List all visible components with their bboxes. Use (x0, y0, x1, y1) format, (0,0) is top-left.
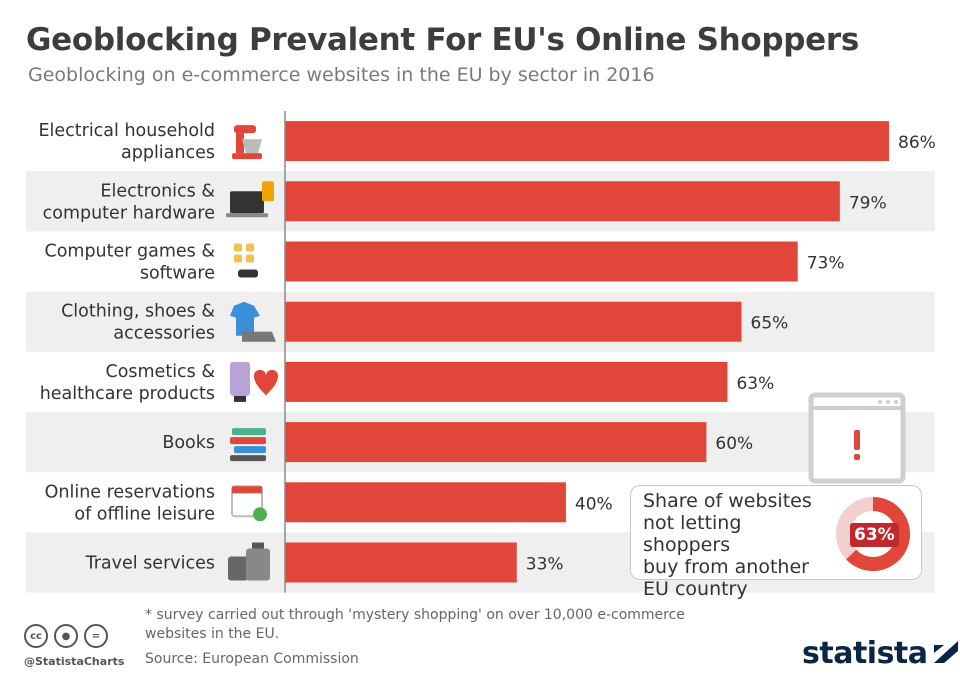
bar (285, 181, 840, 222)
logo-mark-icon (933, 641, 958, 663)
bar-value-label: 79% (849, 193, 887, 213)
game-icon (234, 243, 258, 278)
category-label: Electronics & computer hardware (43, 181, 216, 223)
bar (285, 361, 728, 402)
callout-line: Share of websites (643, 490, 812, 512)
statista-logo[interactable]: statista (802, 636, 960, 671)
bar-value-label: 65% (751, 314, 789, 334)
bar-value-label: 63% (736, 374, 774, 394)
category-label: Clothing, shoes & accessories (61, 302, 215, 344)
category-label: Books (162, 433, 215, 453)
bar-value-label: 60% (715, 434, 753, 454)
calendar-icon (231, 485, 267, 522)
category-label: Cosmetics & healthcare products (40, 362, 216, 404)
footnote: * survey carried out through 'mystery sh… (145, 607, 685, 642)
donut-chart (836, 497, 910, 571)
bar (285, 542, 517, 583)
callout-text: Share of websites not letting shoppers b… (643, 490, 833, 600)
donut-value-label: 63% (850, 523, 899, 547)
category-label: Computer games & software (44, 242, 215, 284)
bar-value-label: 73% (807, 254, 845, 274)
laptop-icon (226, 181, 274, 218)
clothing-icon (230, 301, 276, 342)
source[interactable]: Source: European Commission (145, 651, 359, 667)
bar (285, 241, 798, 282)
mixer-icon (232, 125, 262, 160)
logo-text: statista (802, 636, 928, 671)
cc-icon: cc (24, 624, 48, 648)
bar-value-label: 86% (898, 133, 936, 153)
callout-line: not letting shoppers (643, 512, 742, 556)
donut-arc (846, 497, 910, 571)
callout-line: EU country (643, 578, 748, 600)
browser-alert-icon (808, 392, 906, 484)
no-derivatives-icon: = (84, 624, 108, 648)
attribution-icon: ● (54, 624, 78, 648)
books-icon (230, 428, 266, 462)
category-label: Online reservations of offline leisure (45, 482, 215, 524)
bar-chart: 86% Electrical household appliances 79% Elec… (26, 111, 936, 593)
chart-subtitle: Geoblocking on e-commerce websites in th… (28, 64, 655, 86)
bar (285, 482, 566, 523)
luggage-icon (228, 542, 270, 581)
bar (285, 422, 707, 463)
bar-value-label: 33% (526, 555, 564, 575)
license-icons: cc ● = (24, 624, 108, 648)
callout-line: buy from another (643, 556, 809, 578)
category-label: Electrical household appliances (38, 121, 215, 163)
bar-value-label: 40% (575, 494, 613, 514)
chart-title: Geoblocking Prevalent For EU's Online Sh… (26, 22, 860, 58)
cosmetics-icon (230, 361, 278, 402)
category-label: Travel services (85, 554, 215, 574)
callout-box: Share of websites not letting shoppers b… (630, 485, 922, 600)
twitter-handle: @StatistaCharts (24, 655, 125, 668)
bar (285, 121, 889, 162)
bar (285, 301, 742, 342)
